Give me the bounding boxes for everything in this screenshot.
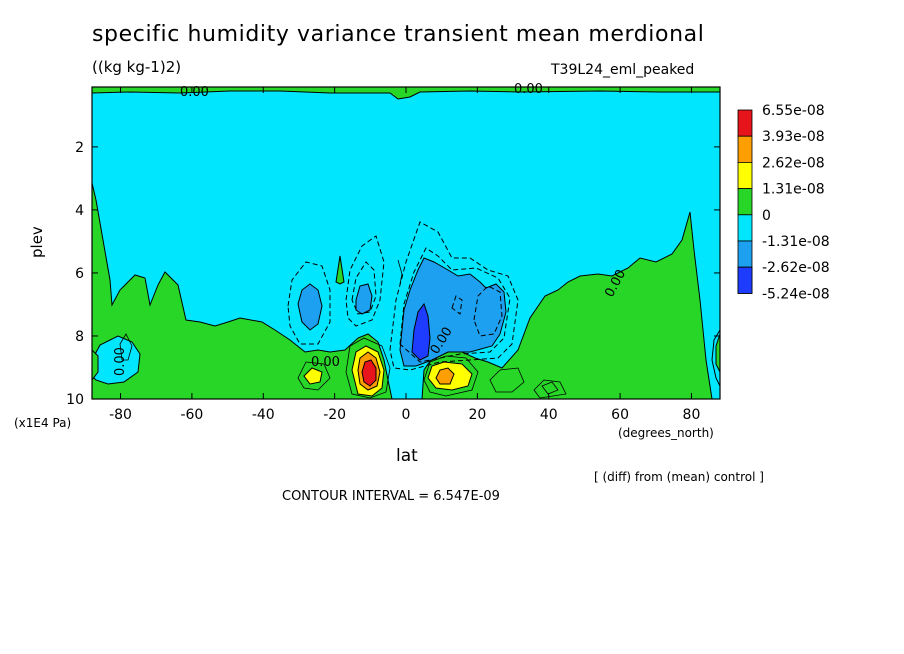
- contour-line-near-zero: [397, 259, 403, 285]
- dashed-contour-center-outer: [389, 221, 519, 371]
- field-orange-east-core: [435, 367, 455, 385]
- field-red-west-core: [361, 359, 377, 387]
- legend-swatch: [737, 161, 753, 189]
- x-axis-label: lat: [396, 446, 418, 466]
- y-axis-unit-label: (x1E4 Pa): [14, 416, 72, 430]
- legend-label: 0: [762, 208, 771, 224]
- dashed-contour-mid-outer: [345, 235, 385, 327]
- x-tick-label: -40: [252, 407, 275, 423]
- dashed-contour-small-a: [451, 295, 463, 315]
- contour-line-east-tail: [489, 367, 525, 393]
- legend-swatch: [737, 109, 753, 137]
- diff-note: [ (diff) from (mean) control ]: [594, 470, 764, 484]
- legend-swatch: [737, 214, 753, 242]
- field-blue-left-lobe: [297, 283, 323, 331]
- legend-label: 3.93e-08: [762, 129, 825, 145]
- legend-label: -5.24e-08: [762, 286, 830, 302]
- negative-contour-lines: [287, 221, 519, 371]
- x-tick-label: 20: [468, 407, 486, 423]
- legend-label: -2.62e-08: [762, 260, 830, 276]
- contour-interval-text: CONTOUR INTERVAL = 6.547E-09: [282, 489, 500, 504]
- y-tick-label: 4: [75, 203, 84, 219]
- contour-fields: [92, 87, 720, 399]
- legend-swatch: [737, 188, 753, 216]
- legend-swatch: [737, 135, 753, 163]
- legend-label: 2.62e-08: [762, 155, 825, 171]
- legend-swatch: [737, 240, 753, 268]
- x-tick-label: 80: [683, 407, 701, 423]
- field-yellow-left-small: [303, 367, 323, 385]
- legend-label: -1.31e-08: [762, 234, 830, 250]
- units-label: ((kg kg-1)2): [92, 58, 182, 76]
- zero-label-top-right: 0.00: [514, 82, 543, 97]
- y-tick-label: 6: [75, 266, 84, 282]
- contour-line-left-notch: [119, 333, 133, 361]
- x-tick-label: -80: [109, 407, 132, 423]
- contour-line-left-small: [297, 361, 331, 391]
- zero-label-center-left: 0.00: [311, 355, 340, 370]
- y-tick-label: 10: [66, 392, 84, 408]
- legend-label: 6.55e-08: [762, 103, 825, 119]
- field-green-lower-left: [92, 182, 393, 399]
- run-label: T39L24_eml_peaked: [551, 62, 695, 78]
- field-green-right-edge-sliver: [715, 333, 720, 373]
- x-tick-label: 40: [540, 407, 558, 423]
- dashed-contour-mid-inner: [351, 261, 377, 315]
- legend-label: 1.31e-08: [762, 182, 825, 198]
- x-tick-label: -60: [180, 407, 203, 423]
- color-legend: 6.55e-08 3.93e-08 2.62e-08 1.31e-08 0 -1.31e-…: [737, 103, 830, 302]
- field-blue-mid-lobe: [355, 283, 373, 315]
- field-green-tongue: [335, 255, 345, 285]
- x-axis-ticks: -80 -60 -40 -20 0 20 40 60 80: [109, 87, 700, 423]
- contour-line-east-ring: [423, 355, 479, 397]
- y-tick-label: 2: [75, 140, 84, 156]
- x-axis-unit-label: (degrees_north): [618, 426, 714, 440]
- dashed-contour-center-inner: [473, 285, 503, 337]
- contour-line-west-ring: [345, 337, 391, 399]
- zero-label-left-vertical: 0.00: [113, 347, 128, 376]
- positive-contour-lines: [119, 259, 567, 399]
- chart-title: specific humidity variance transient mea…: [92, 22, 705, 47]
- field-darkblue-center: [411, 302, 431, 361]
- x-tick-label: -20: [323, 407, 346, 423]
- dashed-contour-center-mid: [399, 247, 511, 363]
- y-tick-label: 8: [75, 329, 84, 345]
- field-green-left-edge-sliver: [92, 349, 99, 381]
- contour-line-right-ring: [533, 379, 567, 399]
- x-tick-label: 60: [611, 407, 629, 423]
- zero-label-top-left: 0.00: [180, 85, 209, 100]
- legend-swatch-lowest: [737, 266, 753, 294]
- dashed-contour-left-outer: [287, 261, 331, 345]
- contour-line-right-inner: [541, 381, 559, 395]
- x-tick-label: 0: [402, 407, 411, 423]
- field-cyan-left-notch: [92, 335, 141, 385]
- y-axis-ticks: 2 4 6 8 10: [66, 140, 720, 408]
